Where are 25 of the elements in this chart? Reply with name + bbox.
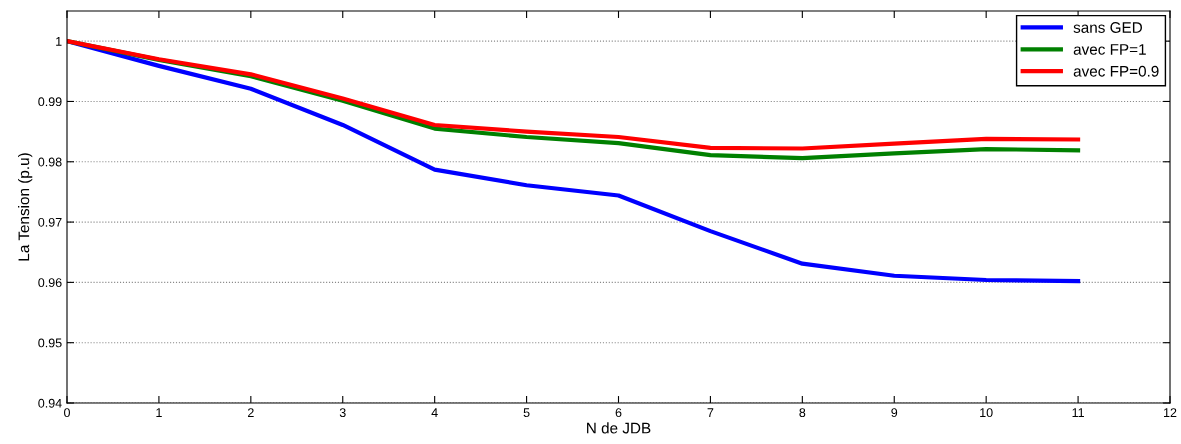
y-tick-label: 0.98 — [38, 157, 62, 167]
y-tick-label: 0.96 — [38, 278, 62, 288]
x-tick-label: 8 — [799, 408, 806, 418]
x-tick-label: 4 — [431, 408, 438, 417]
legend-label: avec FP=0.9 — [1073, 65, 1159, 77]
y-axis-title: La Tension (p.u) — [18, 153, 33, 261]
x-tick-label: 9 — [891, 408, 898, 418]
x-tick-label: 12 — [1164, 408, 1177, 417]
x-tick-label: 1 — [156, 408, 162, 417]
x-tick-label: 10 — [980, 408, 993, 418]
legend-label: sans GED — [1073, 22, 1142, 33]
y-tick-label: 0.99 — [38, 97, 62, 107]
x-axis-title: N de JDB — [587, 422, 651, 434]
x-tick-label: 0 — [64, 408, 70, 418]
x-tick-label: 2 — [247, 408, 254, 417]
x-tick-label: 7 — [707, 408, 714, 417]
y-tick-label: 0.97 — [38, 217, 62, 227]
y-tick-label: 1 — [56, 37, 62, 46]
y-tick-label: 0.94 — [38, 398, 62, 408]
x-tick-label: 6 — [615, 408, 622, 418]
legend-label: avec FP=1 — [1073, 44, 1146, 55]
x-tick-label: 3 — [339, 408, 346, 418]
x-tick-label: 5 — [523, 408, 530, 418]
y-tick-label: 0.95 — [38, 338, 62, 348]
x-tick-label: 11 — [1072, 408, 1084, 417]
